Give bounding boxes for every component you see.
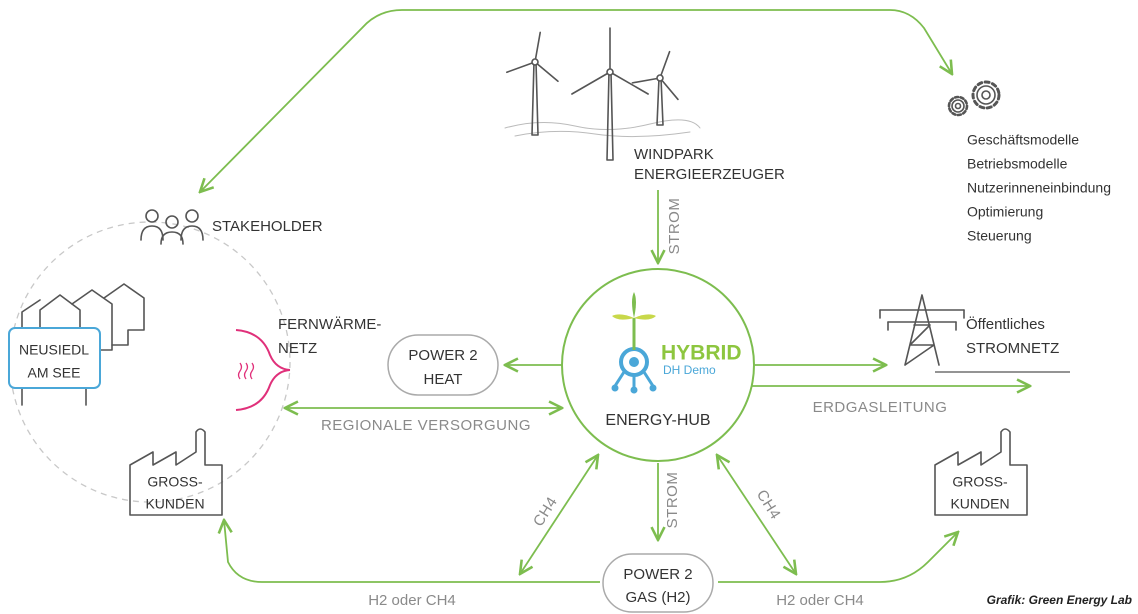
turbine-hub <box>657 75 663 81</box>
turbine-blade <box>660 52 670 78</box>
page: { "nodes": { "windpark": {"lines": ["WIN… <box>0 0 1138 614</box>
town-label: NEUSIEDL <box>19 342 89 358</box>
flow-label: ERDGASLEITUNG <box>813 399 948 416</box>
gears-icon-part <box>952 100 964 112</box>
turbine-blade <box>507 62 535 72</box>
flow-label: H2 oder CH4 <box>776 592 864 609</box>
turbine-blade <box>610 72 648 94</box>
customers-label: GROSS- <box>952 474 1008 490</box>
houses-icon-part <box>40 295 80 328</box>
hub-circle <box>562 269 754 461</box>
grid-label: Öffentliches <box>966 315 1045 333</box>
wind-turbines-part <box>505 120 700 130</box>
turbine-blade <box>632 78 660 83</box>
houses-icon-part <box>22 300 40 328</box>
wind-turbines-part <box>515 131 690 136</box>
power2heat-label: POWER 2 <box>408 347 477 364</box>
hub-logo-icon-part <box>629 357 639 367</box>
people-icon-part <box>161 232 183 244</box>
hub-logo-icon-part <box>631 387 638 394</box>
people-icon-part <box>186 210 198 222</box>
people-icon <box>141 210 203 244</box>
people-icon-part <box>146 210 158 222</box>
power2gas-label: POWER 2 <box>623 566 692 583</box>
hub-label: ENERGY-HUB <box>605 412 710 429</box>
hub-logo: HYBRID <box>661 342 742 365</box>
turbine-blade <box>572 72 610 94</box>
service-item: Steuerung <box>967 228 1032 244</box>
flow-arrow <box>520 455 598 574</box>
turbine-blade <box>535 62 558 81</box>
flow-label: REGIONALE VERSORGUNG <box>321 417 531 434</box>
houses-icon-part <box>104 284 144 345</box>
windpark-label: ENERGIEERZEUGER <box>634 166 785 183</box>
hub-logo-icon-part <box>650 385 657 392</box>
flow-label: STROM <box>666 198 683 255</box>
flow-label: STROM <box>664 472 681 529</box>
heating-label: FERNWÄRME- <box>278 316 381 333</box>
turbine-tower <box>657 78 663 125</box>
flow-label: H2 oder CH4 <box>368 592 456 609</box>
people-icon-part <box>181 226 203 240</box>
service-item: Geschäftsmodelle <box>967 132 1079 148</box>
turbine-blade <box>660 78 678 99</box>
pylon-icon <box>880 295 964 365</box>
people-icon-part <box>141 226 163 240</box>
service-item: Betriebsmodelle <box>967 156 1068 172</box>
turbine-hub <box>607 69 613 75</box>
turbine-hub <box>532 59 538 65</box>
stakeholder-label: STAKEHOLDER <box>212 218 323 235</box>
hub-logo-icon-part <box>612 385 619 392</box>
power2heat-label: HEAT <box>424 371 463 388</box>
gears-icon-part <box>982 91 990 99</box>
flow-arc <box>200 10 952 192</box>
gears-icon-part <box>977 86 995 104</box>
turbine-tower <box>607 72 613 160</box>
service-item: Optimierung <box>967 204 1043 220</box>
credit: Grafik: Green Energy Lab <box>987 593 1132 607</box>
power2gas-label: GAS (H2) <box>625 589 690 606</box>
town-label: AM SEE <box>28 365 81 381</box>
flow-arrow <box>718 532 958 582</box>
customers-label: GROSS- <box>147 474 203 490</box>
pylon-icon-part <box>880 295 964 365</box>
customers-label: KUNDEN <box>950 496 1009 512</box>
wind-turbines <box>505 28 700 160</box>
gears-icon <box>949 82 999 115</box>
diagram: HYBRID DH Demo ENERGY-HUB WINDPARK ENERG… <box>0 0 1138 614</box>
people-icon-part <box>166 216 178 228</box>
windpark-label: WINDPARK <box>634 146 714 163</box>
grid-label: STROMNETZ <box>966 340 1059 357</box>
gears-icon-part <box>956 104 961 109</box>
service-item: Nutzerinneneinbindung <box>967 180 1111 196</box>
heating-fork-part <box>239 363 254 379</box>
turbine-tower <box>532 62 538 135</box>
flow-label: CH4 <box>530 494 561 530</box>
flow-arrow <box>717 455 796 574</box>
heating-label: NETZ <box>278 340 317 357</box>
customers-label: KUNDEN <box>145 496 204 512</box>
hub-logo-sub: DH Demo <box>663 363 716 377</box>
services-list: Geschäftsmodelle Betriebsmodelle Nutzerinn… <box>967 132 1111 244</box>
turbine-blade <box>535 32 540 62</box>
